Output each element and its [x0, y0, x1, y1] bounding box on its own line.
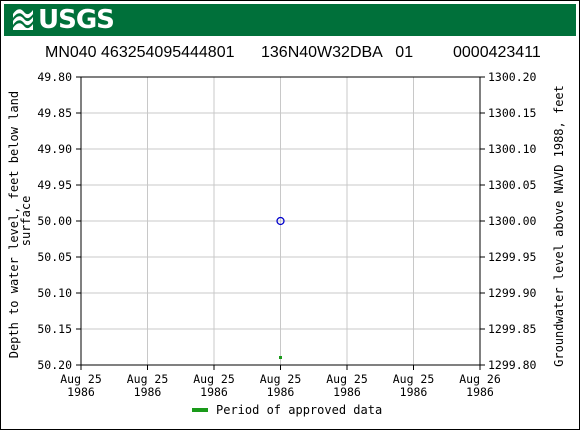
legend: Period of approved data — [192, 402, 382, 418]
data-point — [276, 216, 285, 226]
x-tick-year: 1986 — [200, 385, 228, 399]
left-tick-label: 50.15 — [37, 322, 72, 336]
legend-swatch-approved — [192, 408, 208, 412]
right-tick-label: 1299.80 — [488, 358, 537, 372]
legend-label-approved: Period of approved data — [216, 403, 383, 417]
y-axis-label-left-line1: Depth to water level, feet below land — [7, 91, 21, 358]
left-axis: 49.80 49.85 49.90 49.95 50.00 50.05 50.10 50.15… — [37, 70, 81, 372]
local-id: 0000423411 — [453, 44, 541, 61]
data-marks — [276, 216, 285, 359]
x-tick-year: 1986 — [466, 385, 494, 399]
left-tick-label: 50.00 — [37, 214, 72, 228]
x-tick-label: Aug 25 — [193, 372, 235, 386]
x-tick-label: Aug 25 — [60, 372, 102, 386]
usgs-banner: USGS — [4, 4, 576, 36]
x-tick-year: 1986 — [67, 385, 95, 399]
x-tick-year: 1986 — [333, 385, 361, 399]
site-number: MN040 463254095444801 — [45, 44, 235, 61]
x-tick-year: 1986 — [400, 385, 428, 399]
right-axis: 1300.20 1300.15 1300.10 1300.05 1300.00 1299.… — [480, 70, 537, 372]
right-tick-label: 1300.15 — [488, 106, 536, 120]
y-axis-label-right: Groundwater level above NAVD 1988, feet — [552, 85, 566, 367]
x-tick-year: 1986 — [267, 385, 295, 399]
x-tick-label: Aug 25 — [127, 372, 169, 386]
right-tick-label: 1299.85 — [488, 322, 536, 336]
usgs-logo-text: USGS — [38, 5, 115, 35]
right-tick-label: 1299.90 — [488, 286, 537, 300]
chart-title: MN040 463254095444801 136N40W32DBA 01 00… — [0, 44, 580, 64]
right-tick-label: 1300.05 — [488, 178, 536, 192]
y-axis-label-left: Depth to water level, feet below land su… — [7, 84, 33, 359]
approved-period-mark — [279, 356, 282, 359]
y-axis-label-left-line2: surface — [19, 196, 33, 247]
usgs-logo-icon — [13, 9, 33, 30]
x-tick-label: Aug 25 — [260, 372, 302, 386]
x-tick-label: Aug 25 — [326, 372, 368, 386]
right-tick-label: 1300.10 — [488, 142, 537, 156]
grid — [81, 77, 480, 365]
left-tick-label: 50.05 — [37, 250, 72, 264]
right-tick-label: 1299.95 — [488, 250, 536, 264]
left-tick-label: 50.10 — [37, 286, 72, 300]
left-tick-label: 50.20 — [37, 358, 72, 372]
x-tick-year: 1986 — [134, 385, 162, 399]
x-tick-label: Aug 26 — [459, 372, 501, 386]
right-tick-label: 1300.00 — [488, 214, 537, 228]
left-tick-label: 49.85 — [37, 106, 72, 120]
station-name: 136N40W32DBA 01 — [261, 44, 414, 61]
right-tick-label: 1300.20 — [488, 70, 537, 84]
left-tick-label: 49.80 — [37, 70, 72, 84]
left-tick-label: 49.95 — [37, 178, 72, 192]
usgs-logo[interactable]: USGS — [12, 4, 115, 36]
x-tick-label: Aug 25 — [393, 372, 435, 386]
left-tick-label: 49.90 — [37, 142, 72, 156]
